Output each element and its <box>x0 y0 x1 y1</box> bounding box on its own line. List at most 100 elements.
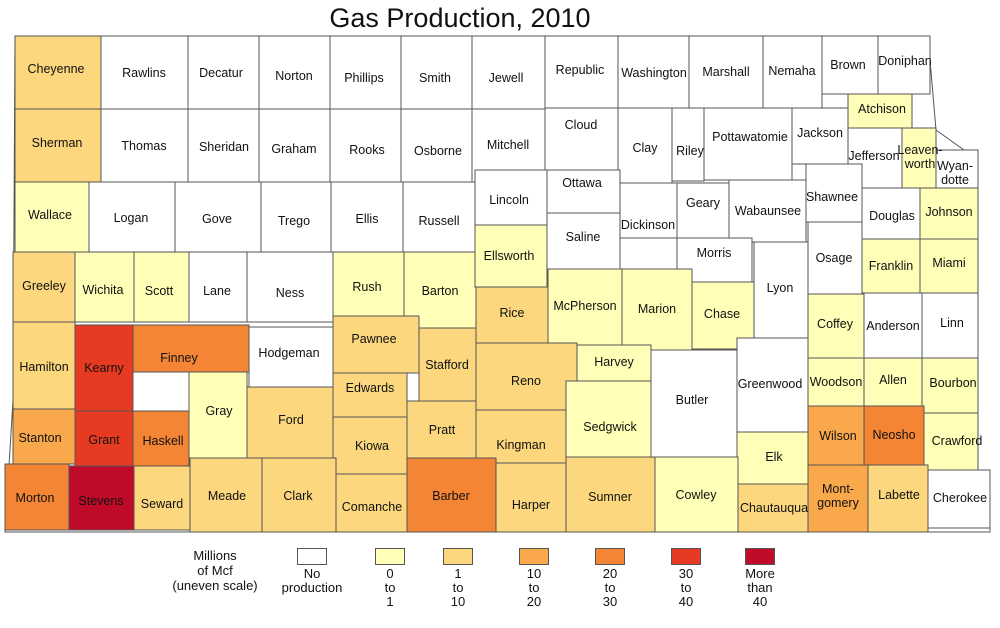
county-shawnee <box>805 163 863 223</box>
county-label-wyan-dotte: Wyan-dotte <box>937 159 973 187</box>
county-label-lincoln: Lincoln <box>489 193 529 207</box>
county-label-decatur: Decatur <box>199 66 243 80</box>
county-label-stanton: Stanton <box>18 431 61 445</box>
county-label-harper: Harper <box>512 498 550 512</box>
county-label-atchison: Atchison <box>858 102 906 116</box>
county-label-scott: Scott <box>145 284 174 298</box>
county-label-edwards: Edwards <box>346 381 395 395</box>
county-label-hodgeman: Hodgeman <box>258 346 319 360</box>
county-leaven-worth <box>901 127 937 189</box>
county-label-graham: Graham <box>271 142 316 156</box>
county-rice <box>475 286 549 344</box>
county-clark <box>261 457 337 533</box>
county-label-greenwood: Greenwood <box>738 377 803 391</box>
county-label-gove: Gove <box>202 212 232 226</box>
county-miami <box>919 238 979 294</box>
county-label-sumner: Sumner <box>588 490 632 504</box>
kansas-county-map: Cheyenne Rawlins Decatur Norton Phillips Smit… <box>4 35 991 533</box>
county-label-sheridan: Sheridan <box>199 140 249 154</box>
county-label-doniphan: Doniphan <box>878 54 932 68</box>
county-geary <box>676 182 730 239</box>
county-label-jefferson: Jefferson <box>848 149 899 163</box>
legend-title-line: (uneven scale) <box>172 578 258 593</box>
county-brown <box>821 35 879 95</box>
county-wallace <box>14 181 90 253</box>
county-mcpherson <box>547 268 623 346</box>
county-harper <box>495 462 567 533</box>
county-label-pottawatomie: Pottawatomie <box>712 130 788 144</box>
county-label-gray: Gray <box>205 404 233 418</box>
county-label-jewell: Jewell <box>489 71 524 85</box>
county-wilson <box>807 405 865 466</box>
county-label-wallace: Wallace <box>28 208 72 222</box>
county-finney <box>132 324 250 373</box>
county-label-ness: Ness <box>276 286 304 300</box>
county-lane <box>188 251 248 323</box>
county-label-ottawa: Ottawa <box>562 176 602 190</box>
county-doniphan <box>877 35 931 95</box>
county-label-leaven-worth: Leaven-worth <box>897 143 942 171</box>
county-label-woodson: Woodson <box>810 375 863 389</box>
county-label-geary: Geary <box>686 196 721 210</box>
county-wabaunsee <box>728 179 807 243</box>
county-label-meade: Meade <box>208 489 246 503</box>
county-label-douglas: Douglas <box>869 209 915 223</box>
county-franklin <box>861 238 921 294</box>
legend-title-line: Millions <box>193 548 237 563</box>
county-label-osage: Osage <box>816 251 853 265</box>
legend-swatch <box>297 548 327 565</box>
legend-item-c20_30: 20 to 30 <box>570 548 650 609</box>
county-label-washington: Washington <box>621 66 687 80</box>
county-label-johnson: Johnson <box>925 205 972 219</box>
county-cheyenne <box>14 35 102 110</box>
county-label-reno: Reno <box>511 374 541 388</box>
legend-swatch <box>375 548 405 565</box>
county-label-sedgwick: Sedgwick <box>583 420 637 434</box>
county-labette <box>867 464 929 533</box>
county-label-nemaha: Nemaha <box>768 64 815 78</box>
legend-item-none: No production <box>272 548 352 595</box>
county-label-ford: Ford <box>278 413 304 427</box>
county-label-cloud: Cloud <box>565 118 598 132</box>
county-logan <box>88 181 176 253</box>
county-label-jackson: Jackson <box>797 126 843 140</box>
county-label-morton: Morton <box>16 491 55 505</box>
legend-swatch <box>671 548 701 565</box>
county-label-coffey: Coffey <box>817 317 854 331</box>
county-label-clay: Clay <box>632 141 658 155</box>
legend-title-line: of Mcf <box>197 563 233 578</box>
county-kingman <box>475 409 567 464</box>
county-label-thomas: Thomas <box>121 139 166 153</box>
county-barber <box>406 457 497 533</box>
county-label-labette: Labette <box>878 488 920 502</box>
county-label-crawford: Crawford <box>932 434 983 448</box>
legend-label: 20 to 30 <box>602 566 618 609</box>
legend-title: Millions of Mcf (uneven scale) <box>140 548 290 593</box>
county-label-neosho: Neosho <box>872 428 915 442</box>
county-stevens <box>68 465 135 531</box>
county-label-ellis: Ellis <box>356 212 379 226</box>
county-jackson <box>791 107 849 165</box>
legend-label: 30 to 40 <box>678 566 694 609</box>
county-meade <box>189 457 263 533</box>
county-label-barber: Barber <box>432 489 470 503</box>
county-stafford <box>418 327 477 402</box>
county-label-elk: Elk <box>765 450 783 464</box>
county-label-lane: Lane <box>203 284 231 298</box>
county-label-smith: Smith <box>419 71 451 85</box>
county-label-finney: Finney <box>160 351 198 365</box>
county-label-russell: Russell <box>419 214 460 228</box>
county-marion <box>621 268 693 351</box>
county-label-wilson: Wilson <box>819 429 857 443</box>
county-label-norton: Norton <box>275 69 313 83</box>
county-label-saline: Saline <box>566 230 601 244</box>
county-label-rice: Rice <box>499 306 524 320</box>
county-mont-gomery <box>807 464 869 533</box>
county-label-pratt: Pratt <box>429 423 456 437</box>
county-stanton <box>12 408 76 465</box>
county-label-seward: Seward <box>141 497 183 511</box>
county-label-greeley: Greeley <box>22 279 67 293</box>
county-washington <box>617 35 690 109</box>
county-label-lyon: Lyon <box>767 281 794 295</box>
county-scott <box>133 251 190 323</box>
